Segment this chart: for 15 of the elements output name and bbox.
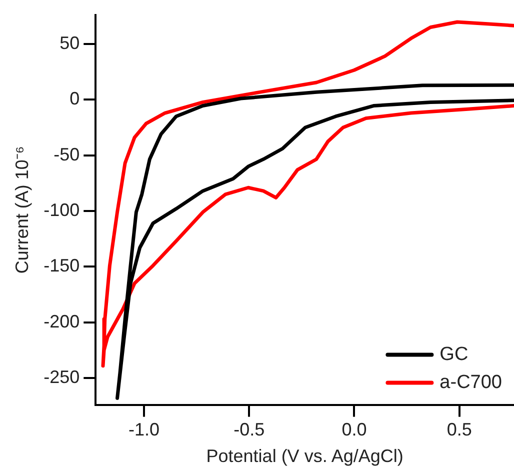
y-tick-label: -200 (44, 311, 80, 332)
x-tick-label: 0.5 (446, 420, 472, 440)
legend-label: GC (440, 344, 468, 366)
y-tick-label: -250 (44, 367, 80, 388)
y-tick-label: -150 (44, 256, 80, 276)
x-axis-title: Potential (V vs. Ag/AgCl) (206, 446, 404, 466)
x-tick-label: -1.0 (128, 420, 160, 440)
x-tick-label: 0.0 (342, 420, 367, 440)
x-tick-label: -0.5 (234, 420, 265, 440)
y-tick-label: -50 (54, 144, 80, 164)
y-tick-label: -100 (44, 200, 80, 220)
y-axis-title: Current (A) 10⁻⁶ (12, 146, 32, 274)
legend-label: a-C700 (440, 372, 502, 394)
y-tick-label: 50 (60, 32, 80, 53)
y-tick-label: 0 (70, 88, 80, 109)
